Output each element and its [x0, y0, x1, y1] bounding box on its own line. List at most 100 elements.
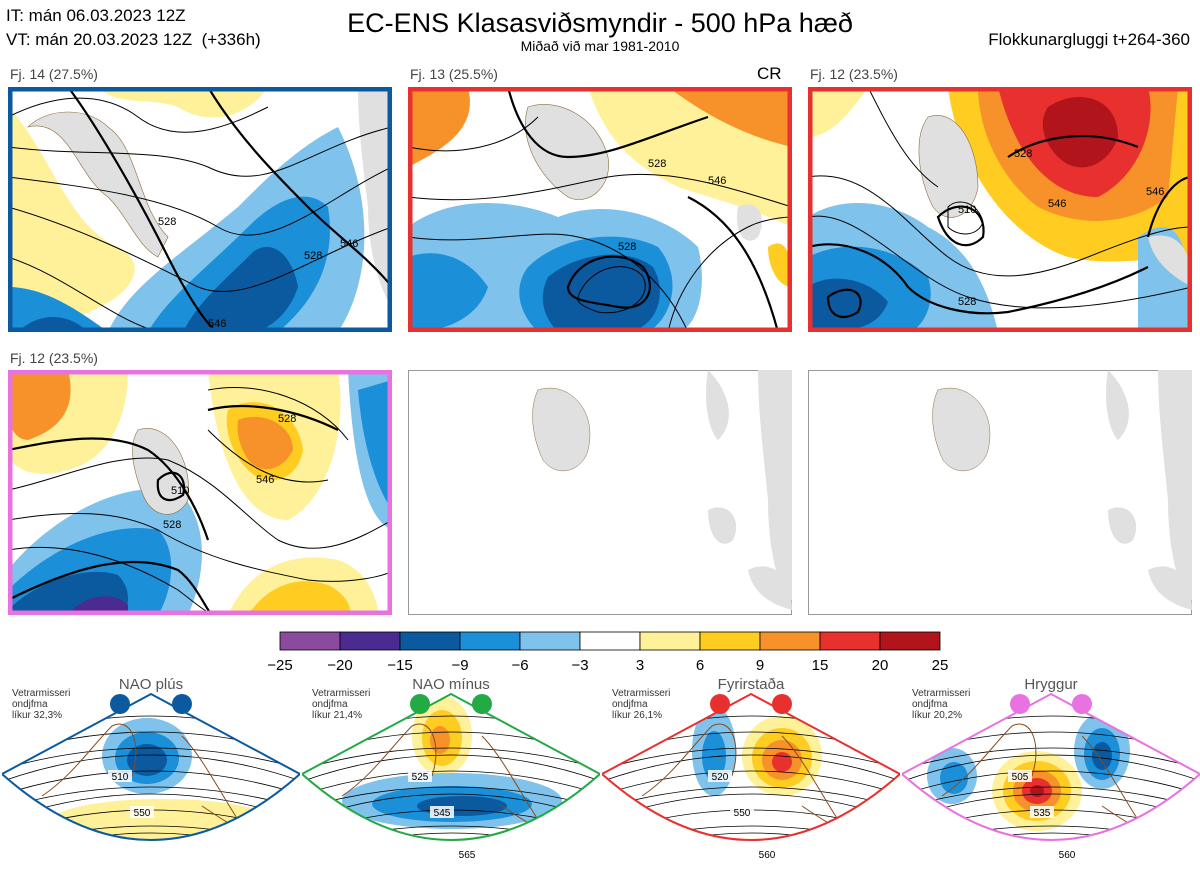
colorbar-tick-label: −15 — [387, 657, 412, 674]
regime-panel: 510 550 NAO plús Vetrarmisseri ondjfma líkur … — [2, 676, 300, 868]
regime-info-line: Vetrarmisseri — [312, 688, 371, 699]
regime-panel: 520 550 560 Fyrirstaða Vetrarmisseri ondjfma l… — [602, 676, 900, 868]
panel-5-map — [408, 370, 792, 615]
svg-text:510: 510 — [171, 485, 189, 497]
regime-dot — [1010, 694, 1030, 714]
panel-1-contour-label: 528 — [158, 216, 176, 228]
colorbar-tick-label: 25 — [932, 657, 949, 674]
regime-fan-border — [902, 692, 1200, 841]
classification-window: Flokkunargluggi t+264-360 — [988, 30, 1190, 49]
regime-info-line: ondjfma — [912, 699, 948, 710]
svg-text:528: 528 — [618, 241, 636, 253]
panel-4-label: Fj. 12 (23.5%) — [10, 350, 98, 366]
regime-fan-map: 525 545 565 — [302, 692, 600, 861]
regime-info-line: líkur 21,4% — [312, 710, 363, 721]
regime-dot — [772, 694, 792, 714]
colorbar-tick-label: 9 — [756, 657, 764, 674]
panel-4-border — [8, 370, 392, 615]
svg-text:528: 528 — [304, 250, 322, 262]
regime-fan-border — [2, 692, 300, 841]
regime-contour-label: 545 — [434, 808, 451, 819]
panel-1-border — [8, 87, 392, 332]
regime-dot — [710, 694, 730, 714]
regime-name: Fyrirstaða — [717, 676, 785, 693]
regime-fan-map: 510 550 — [2, 692, 300, 841]
colorbar-tick-label: −6 — [511, 657, 528, 674]
colorbar-tick-label: 6 — [696, 657, 704, 674]
svg-text:546: 546 — [1146, 186, 1164, 198]
page-title: EC-ENS Klasasviðsmyndir - 500 hPa hæð — [347, 8, 853, 38]
regime-dot — [172, 694, 192, 714]
svg-text:510: 510 — [958, 204, 976, 216]
regime-fan-map: 520 550 560 — [602, 692, 900, 861]
regime-contour-label: 550 — [134, 808, 151, 819]
svg-text:546: 546 — [708, 175, 726, 187]
regime-name: NAO mínus — [412, 676, 490, 693]
regime-info-line: líkur 32,3% — [12, 710, 63, 721]
colorbar-swatch — [759, 631, 821, 651]
regime-info-line: Vetrarmisseri — [612, 688, 671, 699]
regime-info-line: líkur 20,2% — [912, 710, 963, 721]
regime-info-line: líkur 26,1% — [612, 710, 663, 721]
panel-1-map: 528 528 546 546 — [8, 87, 392, 332]
colorbar-swatch — [699, 631, 761, 651]
regime-info-line: ondjfma — [612, 699, 648, 710]
regime-contour-label: 560 — [759, 850, 776, 861]
colorbar-swatch — [519, 631, 581, 651]
colorbar-swatch — [639, 631, 701, 651]
panel-3-label: Fj. 12 (23.5%) — [810, 66, 898, 82]
colorbar-swatch — [879, 631, 941, 651]
regime-info: Vetrarmisseri ondjfma líkur 21,4% — [312, 688, 370, 721]
regime-fan-border — [302, 692, 600, 841]
panel-2-border — [408, 87, 792, 332]
colorbar-tick-label: −3 — [571, 657, 588, 674]
panel-4-contour-label: 528 — [278, 413, 296, 425]
regime-contour-label: 520 — [712, 772, 729, 783]
colorbar-tick-label: 15 — [812, 657, 829, 674]
panel-2-contour-label: 528 — [648, 158, 666, 170]
regime-dot — [1072, 694, 1092, 714]
colorbar-tick-label: −25 — [267, 657, 292, 674]
regime-contour-label: 505 — [1012, 772, 1029, 783]
regime-contour-label: 535 — [1034, 808, 1051, 819]
init-time: IT: mán 06.03.2023 12Z — [6, 6, 186, 25]
regime-name: NAO plús — [118, 676, 184, 693]
regime-dot — [110, 694, 130, 714]
svg-text:528: 528 — [958, 296, 976, 308]
valid-time: VT: mán 20.03.2023 12Z (+336h) — [6, 30, 261, 49]
regime-contour-label: 565 — [459, 850, 476, 861]
regime-info: Vetrarmisseri ondjfma líkur 26,1% — [612, 688, 670, 721]
colorbar-swatch — [819, 631, 881, 651]
colorbar-swatch — [579, 631, 641, 651]
panel-1-label: Fj. 14 (27.5%) — [10, 66, 98, 82]
svg-text:546: 546 — [1048, 198, 1066, 210]
regime-info-line: ondjfma — [312, 699, 348, 710]
colorbar-tick-label: −9 — [451, 657, 468, 674]
colorbar-swatch — [399, 631, 461, 651]
panel-3-border — [808, 87, 1192, 332]
regime-info-line: ondjfma — [12, 699, 48, 710]
panel-3-map: 528 510 546 528 546 — [808, 87, 1192, 332]
regime-info: Vetrarmisseri ondjfma líkur 20,2% — [912, 688, 970, 721]
panel-2-map: 528 528 546 — [408, 87, 792, 332]
colorbar-tick-label: 3 — [636, 657, 644, 674]
regime-contour-label: 550 — [734, 808, 751, 819]
regime-dot — [472, 694, 492, 714]
regime-contour-label: 560 — [1059, 850, 1076, 861]
panel-6-map — [808, 370, 1192, 615]
colorbar-swatch — [459, 631, 521, 651]
panel-2-cr-marker: CR — [757, 64, 782, 83]
regime-contour-label: 525 — [412, 772, 429, 783]
colorbar-swatch — [279, 631, 341, 651]
anomaly-colorbar: −25 −20 −15 −9 −6 −3 3 6 9 15 20 25 — [267, 631, 949, 674]
svg-text:546: 546 — [256, 474, 274, 486]
regime-panel: 525 545 565 NAO mínus Vetrarmisseri ondjfma lí… — [302, 676, 600, 868]
regime-name: Hryggur — [1024, 676, 1078, 693]
regime-info-line: Vetrarmisseri — [12, 688, 71, 699]
colorbar-tick-label: −20 — [327, 657, 352, 674]
regime-panel: 505 535 560 Hryggur Vetrarmisseri ondjfma líku… — [902, 676, 1200, 868]
colorbar-swatch — [339, 631, 401, 651]
svg-text:528: 528 — [163, 519, 181, 531]
regime-fan-border — [602, 692, 900, 841]
panel-2-label: Fj. 13 (25.5%) — [410, 66, 498, 82]
